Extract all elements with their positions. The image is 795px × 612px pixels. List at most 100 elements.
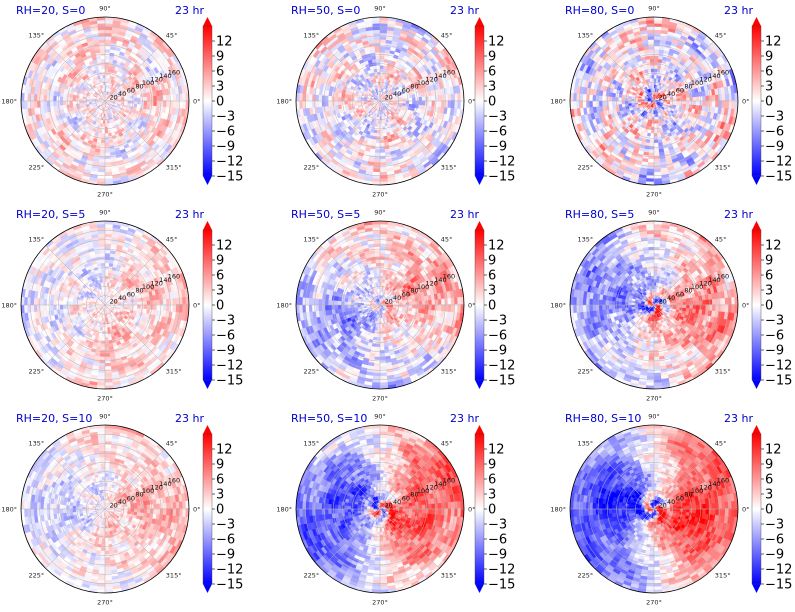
heatmap-cell [69,163,79,171]
panel-title: RH=50, S=0 [291,4,360,17]
heatmap-cell [150,67,157,76]
heatmap-cell [106,113,109,118]
heatmap-cell [145,35,155,44]
heatmap-cell [146,91,151,97]
heatmap-cell [81,101,86,104]
heatmap-cell [43,106,49,114]
heatmap-cell [36,73,43,82]
heatmap-cell [120,58,127,64]
heatmap-cell [98,158,106,163]
heatmap-cell [81,154,89,161]
heatmap-cell [166,135,175,145]
heatmap-cell [97,65,102,70]
heatmap-cell [140,29,151,37]
heatmap-cell [92,39,100,45]
heatmap-cell [104,71,108,76]
heatmap-cell [51,43,60,52]
heatmap-cell [130,146,139,153]
heatmap-cell [155,145,164,154]
heatmap-cell [112,118,117,123]
heatmap-cell [56,105,61,112]
heatmap-cell [59,165,70,173]
heatmap-cell [53,61,61,70]
heatmap-cell [95,82,99,87]
heatmap-cell [136,157,146,165]
heatmap-cell [169,55,177,65]
heatmap-cell [380,101,384,103]
heatmap-cell [138,46,147,54]
heatmap-cell [98,101,102,104]
heatmap-cell [105,110,108,115]
heatmap-cell [111,111,115,116]
heatmap-cell [51,163,61,172]
heatmap-cell [380,101,382,105]
heatmap-cell [122,38,130,45]
heatmap-cell [69,31,78,39]
heatmap-cell [175,100,180,109]
heatmap-cell [56,76,63,83]
heatmap-cell [120,178,131,184]
heatmap-cell [123,143,131,150]
angle-tick-label: 45° [441,32,453,40]
heatmap-cell [52,116,58,123]
radial-tick-label: 20 [109,93,117,101]
heatmap-cell [111,26,120,32]
heatmap-cell [161,50,170,60]
heatmap-cell [653,58,659,63]
heatmap-cell [101,103,104,108]
heatmap-cell [161,132,169,141]
heatmap-cell [121,41,129,48]
heatmap-cell [131,57,139,64]
heatmap-cell [67,154,76,162]
heatmap-cell [161,75,168,84]
heatmap-cell [127,102,132,107]
heatmap-cell [109,72,114,77]
heatmap-cell [165,87,170,95]
heatmap-cell [33,137,41,147]
heatmap-cell [102,123,106,128]
heatmap-cell [380,97,382,101]
heatmap-cell [378,101,380,105]
heatmap-cell [91,167,100,173]
heatmap-cell [98,102,103,105]
heatmap-cell [98,97,103,100]
heatmap-cell [140,43,149,52]
heatmap-cell [40,88,45,96]
heatmap-cell [113,95,118,99]
heatmap-cell [142,41,151,49]
heatmap-cell [94,52,101,57]
heatmap-cell [176,114,182,124]
heatmap-cell [77,163,86,170]
heatmap-cell [32,64,40,74]
heatmap-cell [376,101,380,103]
heatmap-cell [182,100,187,109]
heatmap-cell [170,120,177,130]
heatmap-cell [149,61,157,69]
heatmap-cell [71,20,82,27]
angle-tick-label: 0° [193,98,200,106]
heatmap-cell [98,85,102,90]
heatmap-cell [113,88,117,92]
heatmap-cell [96,19,105,24]
heatmap-cell [135,51,143,59]
radial-tick-label: 80 [135,83,143,91]
heatmap-cell [149,90,154,97]
heatmap-cell [61,61,69,69]
heatmap-cell [102,103,105,108]
angle-tick-label: 180° [276,98,292,106]
heatmap-cell [124,146,132,153]
angular-gridline [45,41,106,102]
heatmap-cell [108,138,114,144]
heatmap-cell [100,142,106,147]
heatmap-cell [44,45,53,55]
heatmap-cell [144,129,152,137]
heatmap-cell [98,129,103,134]
heatmap-cell [63,139,71,147]
heatmap-cell [379,55,385,60]
heatmap-cell [111,91,116,95]
heatmap-cell [108,99,112,101]
heatmap-cell [75,95,80,99]
heatmap-cell [164,133,172,143]
heatmap-cell [146,137,154,145]
heatmap-cell [382,98,387,101]
